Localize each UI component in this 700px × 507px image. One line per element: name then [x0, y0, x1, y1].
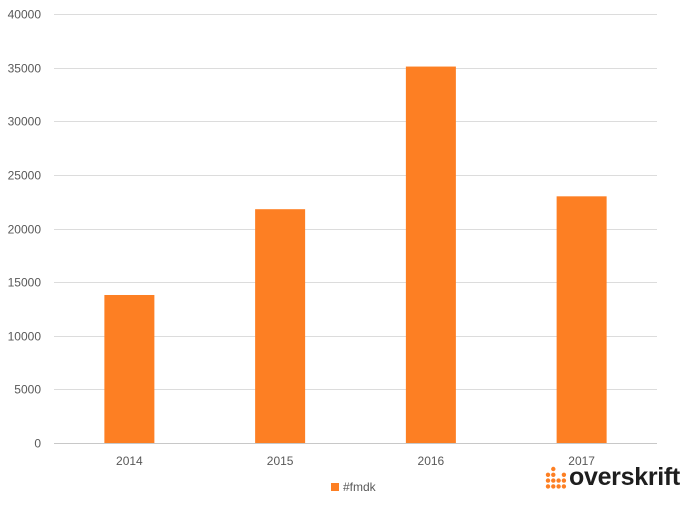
y-tick-label: 35000	[8, 62, 42, 76]
logo-dot	[551, 472, 556, 477]
bar	[556, 196, 607, 443]
logo-dot	[556, 483, 561, 489]
bar	[104, 294, 155, 443]
x-tick-label: 2016	[418, 454, 445, 468]
x-tick-label: 2014	[116, 454, 143, 468]
x-tick-label: 2015	[267, 454, 294, 468]
x-tick-label: 2017	[568, 454, 595, 468]
gridlines	[54, 14, 657, 444]
y-tick-label: 10000	[8, 330, 42, 344]
logo-dot	[561, 483, 567, 489]
logo-dot	[561, 472, 567, 477]
y-tick-label: 0	[34, 437, 41, 451]
logo-dot	[545, 472, 551, 477]
logo-dot	[551, 477, 556, 483]
bars	[104, 66, 607, 444]
dot-bars-icon	[545, 466, 567, 489]
y-tick-label: 40000	[8, 8, 42, 22]
logo-dot	[545, 477, 551, 483]
y-tick-label: 15000	[8, 276, 42, 290]
logo-text: overskrift	[569, 463, 680, 491]
bar	[405, 66, 456, 444]
logo-dot	[551, 483, 556, 489]
logo-dot	[551, 466, 556, 471]
legend-label: #fmdk	[343, 480, 376, 494]
logo-dot	[545, 483, 551, 489]
y-tick-label: 25000	[8, 169, 42, 183]
y-tick-label: 20000	[8, 223, 42, 237]
y-tick-label: 30000	[8, 115, 42, 129]
y-tick-label: 5000	[14, 383, 41, 397]
logo-dot	[561, 477, 567, 483]
y-axis-ticks: 0 5000 10000 15000 20000 25000 30000 35000 40000	[8, 8, 42, 451]
bar	[255, 209, 306, 443]
logo-dot	[556, 477, 561, 483]
legend-swatch	[331, 483, 339, 491]
x-axis-ticks: 2014 2015 2016 2017	[116, 454, 595, 468]
legend: #fmdk	[331, 480, 376, 494]
overskrift-logo: overskrift	[545, 465, 680, 490]
